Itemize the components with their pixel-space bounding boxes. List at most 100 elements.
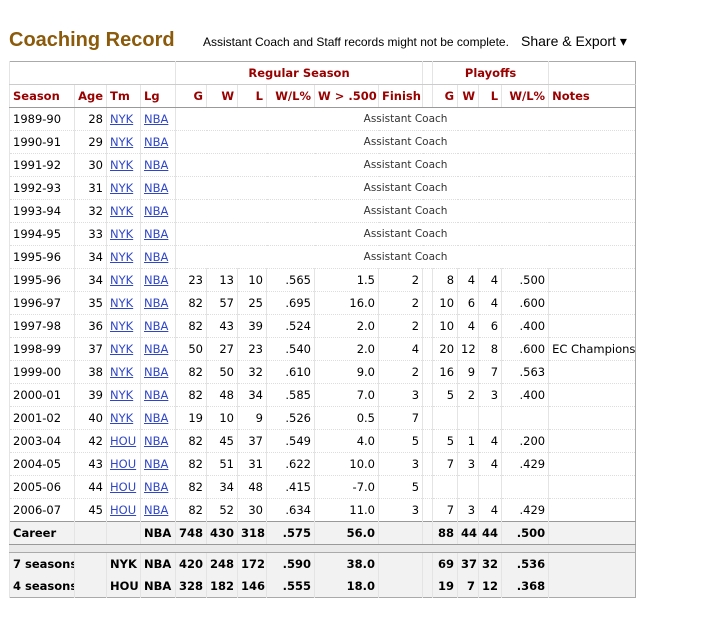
team-link[interactable]: NYK: [110, 135, 134, 149]
table-row: 2004-05 43 HOU NBA 82 51 31.622 10.0 3 7 3 4.429: [9, 452, 636, 476]
table-row: 1996-97 35 NYK NBA 82 57 25.695 16.0 2 10 6 4.600: [9, 291, 636, 315]
cell: .590: [266, 552, 315, 575]
team-link[interactable]: HOU: [110, 503, 137, 517]
cell: [501, 475, 549, 499]
team-link[interactable]: NBA: [144, 480, 169, 494]
team-link[interactable]: NYK: [110, 319, 134, 333]
team-link[interactable]: NYK: [110, 158, 134, 172]
team-link[interactable]: NBA: [144, 342, 169, 356]
team-link[interactable]: NBA: [144, 250, 169, 264]
cell: 9: [237, 406, 267, 430]
cell: 25: [237, 291, 267, 315]
cell: 1995-96: [9, 245, 75, 269]
cell: NBA: [140, 130, 176, 154]
cell: .500: [501, 268, 549, 292]
cell: NBA: [140, 222, 176, 246]
team-link[interactable]: NBA: [144, 112, 169, 126]
team-link[interactable]: NYK: [110, 342, 134, 356]
cell: 37: [237, 429, 267, 453]
column-header: L: [237, 84, 267, 108]
team-link[interactable]: NYK: [110, 296, 134, 310]
cell: 82: [175, 475, 207, 499]
cell: 7: [478, 360, 502, 384]
team-link[interactable]: NYK: [110, 227, 134, 241]
cell: [478, 406, 502, 430]
team-link[interactable]: HOU: [110, 457, 137, 471]
cell: 50: [175, 337, 207, 361]
header-blank: [9, 61, 176, 85]
cell: .536: [501, 552, 549, 575]
team-link[interactable]: NYK: [110, 365, 134, 379]
cell: [548, 383, 636, 407]
table-row: 1995-96 34 NYK NBA Assistant Coach: [9, 245, 636, 269]
cell: 2001-02: [9, 406, 75, 430]
cell: 3: [377, 452, 423, 476]
team-link[interactable]: NBA: [144, 135, 169, 149]
cell: 10: [432, 314, 458, 338]
team-link[interactable]: NBA: [144, 319, 169, 333]
cell: 2004-05: [9, 452, 75, 476]
cell: NBA: [140, 406, 176, 430]
team-link[interactable]: NYK: [110, 273, 134, 287]
cell: 2000-01: [9, 383, 75, 407]
spacer: [422, 429, 433, 453]
team-link[interactable]: NBA: [144, 227, 169, 241]
team-link[interactable]: NBA: [144, 158, 169, 172]
team-link[interactable]: NYK: [110, 204, 134, 218]
team-link[interactable]: NBA: [144, 296, 169, 310]
cell: [377, 521, 423, 545]
team-link[interactable]: HOU: [110, 480, 137, 494]
team-link[interactable]: NYK: [110, 250, 134, 264]
cell: .524: [266, 314, 315, 338]
cell: NBA: [140, 314, 176, 338]
table-row: 1999-00 38 NYK NBA 82 50 32.610 9.0 2 16 9 7.563: [9, 360, 636, 384]
cell: [548, 498, 636, 522]
team-link[interactable]: NBA: [144, 273, 169, 287]
cell: 28: [74, 107, 107, 131]
spacer: [422, 84, 433, 108]
team-link[interactable]: NBA: [144, 365, 169, 379]
team-link[interactable]: NBA: [144, 388, 169, 402]
team-link[interactable]: NYK: [110, 112, 134, 126]
cell: 82: [175, 452, 207, 476]
cell: 82: [175, 360, 207, 384]
cell: 2003-04: [9, 429, 75, 453]
table-row: 1990-91 29 NYK NBA Assistant Coach: [9, 130, 636, 154]
team-link[interactable]: NBA: [144, 434, 169, 448]
cell: 2: [377, 360, 423, 384]
column-header: G: [175, 84, 207, 108]
cell: 16: [432, 360, 458, 384]
cell: .575: [266, 521, 315, 545]
cell: 420: [175, 552, 207, 575]
share-export[interactable]: Share & Export ▾: [521, 33, 627, 49]
team-link[interactable]: NYK: [110, 181, 134, 195]
table-row: 2005-06 44 HOU NBA 82 34 48.415 -7.0 5: [9, 475, 636, 499]
team-link[interactable]: NBA: [144, 457, 169, 471]
team-link[interactable]: NBA: [144, 411, 169, 425]
header-blank: [422, 61, 433, 85]
cell: [548, 360, 636, 384]
cell: 16.0: [314, 291, 379, 315]
team-link[interactable]: NYK: [110, 388, 134, 402]
cell: 38: [74, 360, 107, 384]
gap: [8, 544, 636, 553]
column-header: Notes: [548, 84, 636, 108]
team-link[interactable]: HOU: [110, 434, 137, 448]
table-row: 2003-04 42 HOU NBA 82 45 37.549 4.0 5 5 1 4.200: [9, 429, 636, 453]
spacer: [422, 360, 433, 384]
cell: .600: [501, 337, 549, 361]
team-link[interactable]: NBA: [144, 503, 169, 517]
cell: 23: [237, 337, 267, 361]
cell: 34: [74, 245, 107, 269]
team-link[interactable]: NBA: [144, 181, 169, 195]
cell: [457, 406, 479, 430]
cell: 182: [206, 575, 238, 598]
team-link[interactable]: NBA: [144, 204, 169, 218]
cell: NYK: [106, 552, 141, 575]
cell: 44: [478, 521, 502, 545]
cell: 1.5: [314, 268, 379, 292]
team-link[interactable]: NYK: [110, 411, 134, 425]
cell: 1989-90: [9, 107, 75, 131]
cell: 4: [478, 429, 502, 453]
